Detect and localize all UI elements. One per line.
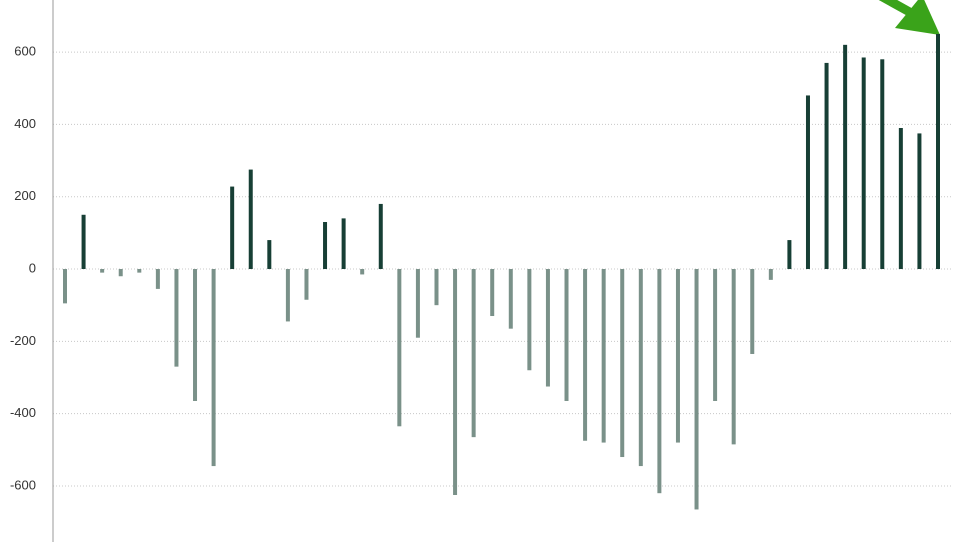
bar (824, 62, 829, 270)
arrow (878, 0, 940, 35)
bar (397, 269, 402, 427)
bar (508, 269, 513, 329)
bar (193, 269, 198, 401)
bar (620, 269, 625, 458)
bar (805, 95, 810, 270)
bar (917, 133, 922, 270)
bar (118, 269, 123, 277)
bar (415, 269, 420, 338)
bar (898, 127, 903, 270)
bar (81, 214, 86, 270)
bar (601, 269, 606, 443)
bar (63, 269, 67, 304)
bar (230, 186, 235, 270)
y-tick-label: -600 (10, 477, 36, 492)
y-tick-label: 0 (29, 260, 36, 275)
bar (564, 269, 569, 401)
bar (694, 269, 699, 510)
bar (453, 269, 458, 495)
bar (100, 269, 105, 273)
y-tick-label: 600 (14, 44, 36, 59)
y-tick-label: -200 (10, 333, 36, 348)
bar (434, 269, 439, 306)
bar (471, 269, 476, 438)
bar (657, 269, 662, 494)
bar (731, 269, 736, 445)
bar (843, 44, 848, 270)
bar (750, 269, 755, 354)
bar (861, 57, 866, 270)
bar (285, 269, 290, 322)
bar (880, 59, 885, 270)
y-tick-label: 200 (14, 188, 36, 203)
bar (248, 169, 253, 270)
arrow-shaft (878, 0, 918, 19)
bar (341, 218, 346, 270)
arrow-head (895, 0, 940, 35)
y-tick-label: -400 (10, 405, 36, 420)
bar (267, 240, 272, 270)
bar (155, 269, 160, 289)
bar (323, 222, 328, 270)
bar (304, 269, 309, 300)
bar (360, 269, 365, 275)
bar (675, 269, 680, 443)
bar (527, 269, 532, 371)
bar (137, 269, 142, 273)
bar (768, 269, 773, 280)
bar (545, 269, 550, 387)
bar (787, 240, 792, 270)
bar (583, 269, 588, 441)
bar (490, 269, 495, 317)
y-tick-label: 400 (14, 116, 36, 131)
bar (713, 269, 718, 401)
bar (936, 33, 940, 270)
bar (378, 203, 383, 270)
bar (174, 269, 179, 367)
bar (211, 269, 216, 467)
bar (638, 269, 643, 467)
